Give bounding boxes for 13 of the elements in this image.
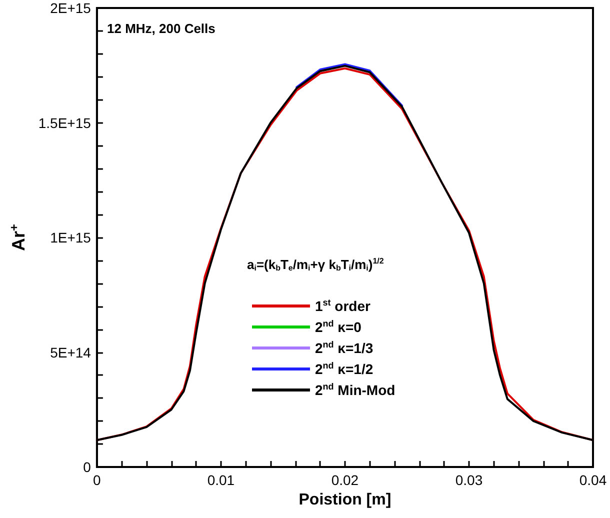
x-tick-label: 0.02 [331, 472, 359, 488]
x-axis-title: Poistion [m] [298, 491, 392, 508]
x-tick-label: 0.04 [579, 472, 607, 488]
y-tick-label: 2E+15 [50, 0, 92, 16]
annotation: 12 MHz, 200 Cells [107, 21, 216, 36]
x-tick-label: 0 [93, 472, 102, 488]
y-tick-label: 0 [83, 459, 92, 475]
y-axis-title: Ar+ [7, 224, 28, 252]
y-tick-label: 1.5E+15 [38, 114, 92, 131]
x-tick-label: 0.03 [455, 472, 483, 488]
x-tick-label: 0.01 [207, 472, 235, 488]
y-tick-label: 1E+15 [50, 230, 92, 246]
y-tick-label: 5E+14 [50, 344, 92, 360]
